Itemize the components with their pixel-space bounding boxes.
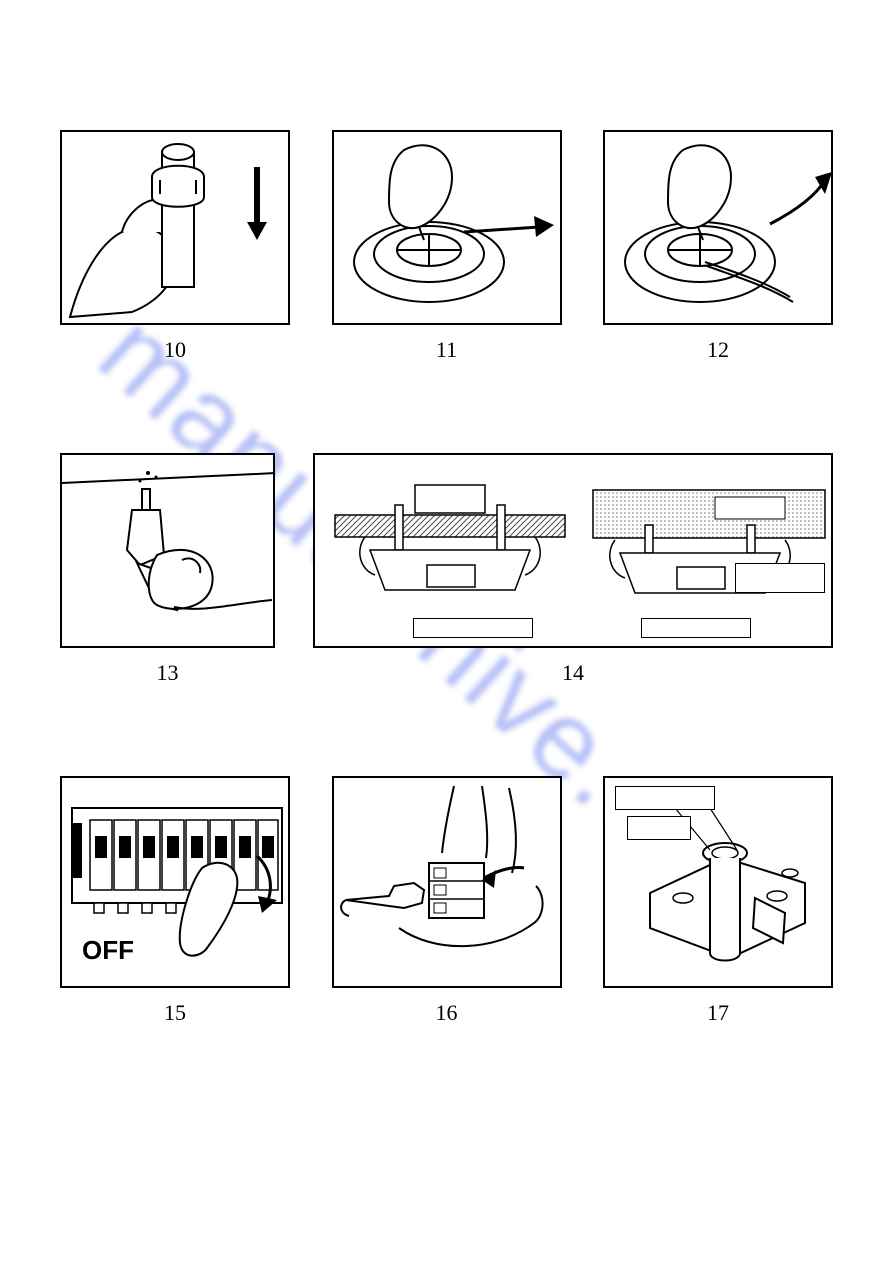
figure-11-wrap: 11 <box>332 130 562 363</box>
figure-17-label-b <box>627 816 691 840</box>
figure-row-2: 13 <box>60 453 833 686</box>
figure-15-wrap: OFF 15 <box>60 776 290 1026</box>
figure-14-label-b <box>735 563 825 593</box>
figure-13-wrap: 13 <box>60 453 275 686</box>
figure-15-off-label: OFF <box>82 935 134 966</box>
figure-14 <box>313 453 833 648</box>
figure-14-label-a <box>413 618 533 638</box>
figure-11-caption: 11 <box>436 337 457 363</box>
figure-17-wrap: 17 <box>603 776 833 1026</box>
figure-14-wrap: 14 <box>313 453 833 686</box>
figure-15: OFF <box>60 776 290 988</box>
figure-16-svg <box>334 778 562 988</box>
figure-14-label-c <box>641 618 751 638</box>
figure-13-caption: 13 <box>157 660 179 686</box>
figure-14-svg <box>315 455 833 648</box>
figure-11-svg <box>334 132 562 325</box>
figure-10-svg <box>62 132 290 325</box>
figure-15-caption: 15 <box>164 1000 186 1026</box>
figure-11 <box>332 130 562 325</box>
figure-12-svg <box>605 132 833 325</box>
figure-10-caption: 10 <box>164 337 186 363</box>
figure-10-wrap: 10 <box>60 130 290 363</box>
figure-17-caption: 17 <box>707 1000 729 1026</box>
figure-12-wrap: 12 <box>603 130 833 363</box>
figure-13-svg <box>62 455 275 648</box>
figure-16-caption: 16 <box>436 1000 458 1026</box>
figure-17-label-a <box>615 786 715 810</box>
figure-12-caption: 12 <box>707 337 729 363</box>
figure-16-wrap: 16 <box>332 776 562 1026</box>
figure-10 <box>60 130 290 325</box>
figure-row-1: 10 11 <box>60 130 833 363</box>
page-container: 10 11 <box>0 0 893 1026</box>
figure-13 <box>60 453 275 648</box>
figure-12 <box>603 130 833 325</box>
figure-14-caption: 14 <box>562 660 584 686</box>
figure-16 <box>332 776 562 988</box>
figure-row-3: OFF 15 <box>60 776 833 1026</box>
figure-17 <box>603 776 833 988</box>
